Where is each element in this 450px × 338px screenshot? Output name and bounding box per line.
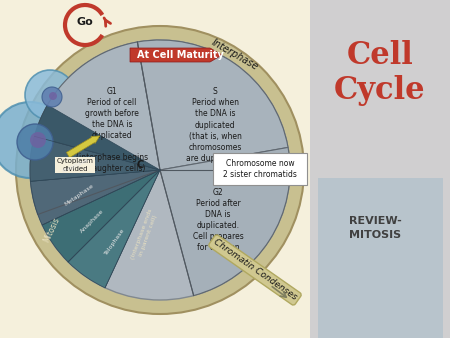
Wedge shape <box>30 42 160 215</box>
FancyArrow shape <box>130 48 222 62</box>
Circle shape <box>42 87 62 107</box>
Text: Anaphase: Anaphase <box>80 208 105 234</box>
Text: Prophase: Prophase <box>62 157 90 174</box>
Wedge shape <box>42 170 160 262</box>
Circle shape <box>25 70 75 120</box>
Text: Go: Go <box>76 17 94 27</box>
Text: Cell
Cycle: Cell Cycle <box>334 40 426 106</box>
Text: Telophase: Telophase <box>104 227 126 256</box>
Circle shape <box>0 102 68 178</box>
Circle shape <box>30 40 290 300</box>
Text: G1
Period of cell
growth before
the DNA is
duplicated

(interphase begins
in dau: G1 Period of cell growth before the DNA … <box>76 87 148 173</box>
FancyArrow shape <box>67 136 100 158</box>
FancyBboxPatch shape <box>213 153 307 185</box>
Text: Interphase: Interphase <box>210 38 260 72</box>
Text: S
Period when
the DNA is
duplicated
(that is, when
chromosomes
are duplicated): S Period when the DNA is duplicated (tha… <box>186 87 244 163</box>
Text: (Interphase ends
in parent cell): (Interphase ends in parent cell) <box>131 208 159 262</box>
Wedge shape <box>68 170 160 288</box>
Circle shape <box>16 26 304 314</box>
Circle shape <box>49 92 57 100</box>
Text: C: C <box>136 160 144 170</box>
FancyBboxPatch shape <box>310 0 450 338</box>
Wedge shape <box>35 105 160 170</box>
Text: Metaphase: Metaphase <box>63 183 95 207</box>
Text: G2
Period after
DNA is
duplicated.
Cell prepares
for division: G2 Period after DNA is duplicated. Cell … <box>193 188 243 252</box>
FancyBboxPatch shape <box>318 178 443 338</box>
Circle shape <box>17 124 53 160</box>
Text: Cytoplasm
divided: Cytoplasm divided <box>57 158 94 172</box>
Text: Mitosis: Mitosis <box>42 216 62 244</box>
Text: Chromatin Condenses: Chromatin Condenses <box>212 238 298 302</box>
Circle shape <box>30 132 46 148</box>
Text: Chromosome now
2 sister chromatids: Chromosome now 2 sister chromatids <box>223 159 297 179</box>
Text: At Cell Maturity: At Cell Maturity <box>136 50 224 60</box>
Wedge shape <box>31 170 160 225</box>
Wedge shape <box>30 136 160 181</box>
Wedge shape <box>137 40 288 170</box>
Wedge shape <box>160 147 290 295</box>
Text: REVIEW-
MITOSIS: REVIEW- MITOSIS <box>349 216 401 240</box>
